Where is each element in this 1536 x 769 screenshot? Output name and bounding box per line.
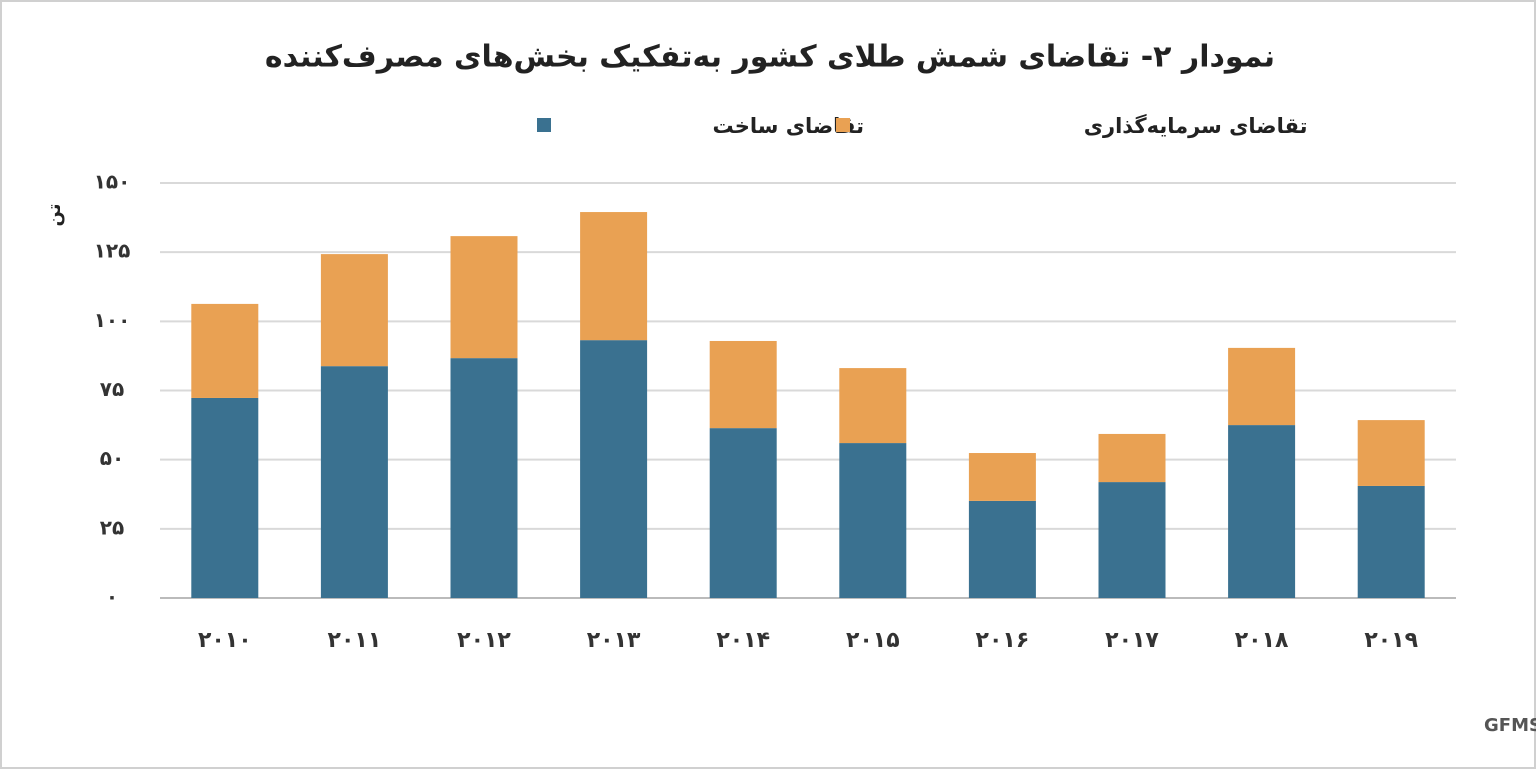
- x-tick-label: ۲۰۱۱: [328, 628, 382, 653]
- y-tick-label: ۱۲۵: [94, 239, 131, 263]
- bar-segment: [1098, 482, 1166, 598]
- y-tick-label: ۰: [106, 585, 118, 609]
- legend-swatch: [537, 118, 551, 132]
- bar-segment: [450, 358, 518, 598]
- x-tick-label: ۲۰۱۷: [1105, 628, 1159, 653]
- y-tick-label: ۱۰۰: [94, 308, 131, 332]
- x-tick-label: ۲۰۱۵: [846, 628, 900, 653]
- bar-segment: [580, 340, 648, 598]
- y-axis-label: تن: [44, 204, 65, 227]
- y-tick-label: ۷۵: [100, 377, 124, 401]
- x-tick-label: ۲۰۱۳: [587, 628, 641, 653]
- x-tick-label: ۲۰۱۰: [198, 628, 252, 653]
- bar-segment: [709, 340, 777, 429]
- bar-segment: [1228, 347, 1296, 426]
- x-tick-label: ۲۰۱۲: [457, 628, 511, 653]
- bar-segment: [191, 397, 259, 598]
- legend-swatch: [836, 118, 850, 132]
- legend-label: تقاضای سرمایه‌گذاری: [1084, 113, 1308, 138]
- bar-segment: [968, 453, 1036, 501]
- bar-segment: [1228, 425, 1296, 598]
- y-tick-label: ۲۵: [100, 515, 124, 539]
- y-tick-label: ۵۰: [100, 446, 124, 470]
- bar-segment: [968, 500, 1036, 598]
- y-tick-label: ۱۵۰: [94, 170, 131, 194]
- bar-segment: [839, 443, 907, 598]
- bar-segment: [1098, 433, 1166, 483]
- bar-segment: [1357, 420, 1425, 486]
- bar-segment: [450, 236, 518, 359]
- x-tick-label: ۲۰۱۶: [976, 628, 1030, 653]
- chart-title: نمودار ۲- تقاضای شمش طلای کشور به‌تفکیک …: [265, 40, 1275, 75]
- x-tick-label: ۲۰۱۴: [716, 628, 770, 653]
- bar-segment: [191, 303, 259, 398]
- x-tick-label: ۲۰۱۸: [1235, 628, 1289, 653]
- x-tick-label: ۲۰۱۹: [1364, 628, 1418, 653]
- source: منبع: GFMS: [1484, 715, 1536, 736]
- bar-segment: [320, 366, 388, 598]
- bar-segment: [320, 254, 388, 367]
- bar-segment: [1357, 485, 1425, 598]
- bar-segment: [709, 428, 777, 598]
- bar-segment: [839, 368, 907, 444]
- bar-segment: [580, 212, 648, 341]
